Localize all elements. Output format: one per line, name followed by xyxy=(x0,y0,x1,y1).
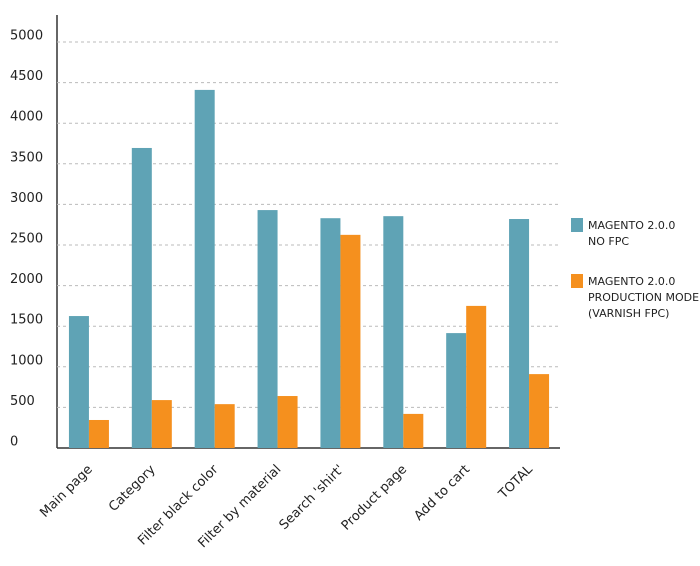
y-tick-label: 4500 xyxy=(10,69,43,84)
y-tick-label: 5000 xyxy=(10,29,43,44)
bar xyxy=(446,333,467,448)
y-tick-label: 3500 xyxy=(10,150,43,165)
y-tick-label: 1500 xyxy=(10,313,43,328)
bar xyxy=(320,218,341,448)
y-tick-label: 500 xyxy=(10,394,35,409)
bar xyxy=(383,216,404,448)
bar xyxy=(151,400,172,448)
legend-label: MAGENTO 2.0.0 NO FPC xyxy=(588,219,676,248)
bar xyxy=(131,147,152,448)
x-tick-label: TOTAL xyxy=(495,462,536,503)
x-tick-label: Category xyxy=(106,462,159,515)
x-tick-label: Search 'shirt' xyxy=(277,462,348,533)
bar xyxy=(214,404,235,448)
bar xyxy=(340,234,361,448)
bar xyxy=(257,210,278,448)
y-tick-label: 1000 xyxy=(10,353,43,368)
legend-swatch xyxy=(571,218,583,232)
x-tick-label: Add to cart xyxy=(411,462,473,524)
bar xyxy=(509,219,530,448)
y-tick-label: 2500 xyxy=(10,232,43,247)
bar xyxy=(403,413,424,448)
bar xyxy=(88,419,109,448)
y-tick-label: 0 xyxy=(10,435,18,450)
bar xyxy=(529,374,550,448)
x-tick-label: Product page xyxy=(339,462,410,533)
y-tick-label: 4000 xyxy=(10,110,43,125)
x-tick-label: Main page xyxy=(37,462,95,520)
legend-label: MAGENTO 2.0.0 PRODUCTION MODE (VARNISH F… xyxy=(588,275,700,320)
bar xyxy=(194,89,215,449)
y-tick-label: 3000 xyxy=(10,191,43,206)
bar xyxy=(68,316,89,448)
bar xyxy=(277,396,298,448)
y-tick-label: 2000 xyxy=(10,272,43,287)
legend-swatch xyxy=(571,274,583,288)
bar xyxy=(466,305,487,448)
